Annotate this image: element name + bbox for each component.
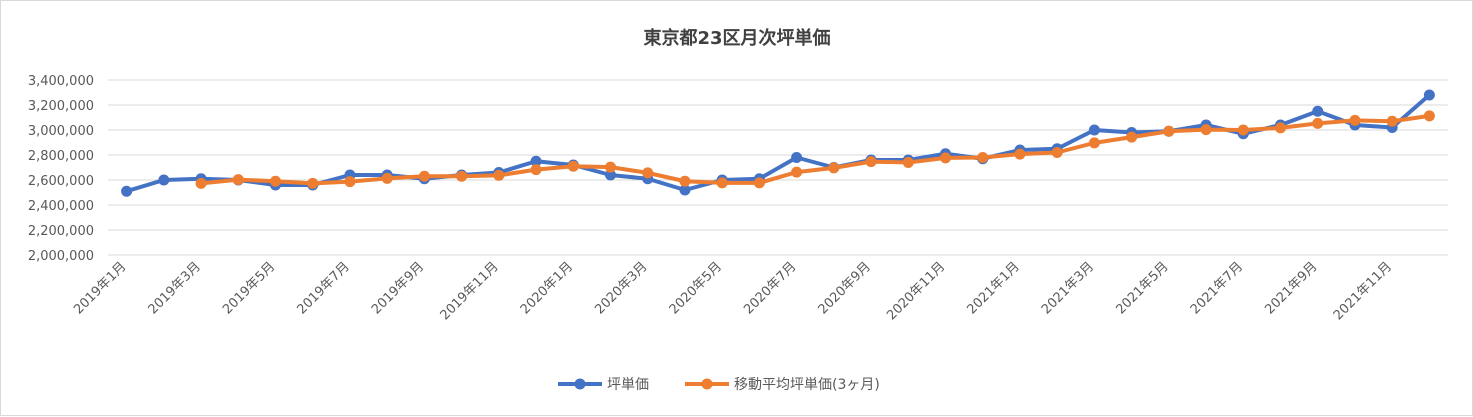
series-line	[126, 93, 1431, 194]
data-point	[1051, 147, 1063, 158]
x-tick-label: 2019年7月	[295, 259, 353, 317]
data-point	[1349, 114, 1361, 126]
x-tick-label: 2021年3月	[1039, 259, 1097, 317]
data-point	[530, 164, 542, 176]
x-tick-label: 2019年3月	[146, 259, 204, 317]
data-point	[1014, 148, 1026, 160]
x-tick-label: 2021年9月	[1262, 259, 1320, 317]
y-tick-label: 3,200,000	[28, 99, 94, 114]
y-axis-ticks: 2,000,000 2,200,000 2,400,000 2,600,000 2,80…	[28, 74, 94, 264]
x-tick-label: 2019年11月	[438, 259, 502, 323]
legend-label: 坪単価	[607, 377, 649, 393]
data-point	[1423, 89, 1435, 101]
y-tick-label: 2,600,000	[28, 174, 94, 189]
series-line	[200, 113, 1430, 186]
legend-label: 移動平均坪単価(3ヶ月)	[734, 377, 880, 393]
data-point	[605, 169, 616, 181]
data-point	[679, 175, 691, 187]
x-tick-label: 2021年5月	[1113, 259, 1171, 317]
data-point	[307, 177, 319, 189]
data-point	[418, 170, 430, 182]
data-point	[1200, 124, 1212, 136]
data-point	[753, 177, 765, 189]
series-1	[121, 89, 1435, 197]
y-tick-label: 2,200,000	[28, 224, 94, 239]
data-point	[1163, 125, 1175, 137]
x-tick-label: 2019年5月	[220, 259, 278, 317]
data-point	[456, 170, 468, 182]
legend-item-series-1[interactable]: 坪単価	[558, 377, 649, 393]
data-point	[195, 177, 207, 189]
data-point	[381, 172, 393, 184]
data-point	[567, 160, 579, 172]
data-point	[530, 155, 542, 167]
data-point	[716, 177, 728, 189]
x-tick-label: 2019年1月	[71, 259, 129, 317]
data-point	[1312, 105, 1324, 117]
data-point	[1386, 115, 1398, 127]
series-layer	[121, 89, 1435, 197]
x-tick-label: 2019年9月	[369, 259, 427, 317]
data-point	[828, 162, 840, 174]
x-tick-label: 2020年9月	[816, 259, 874, 317]
data-point	[1275, 122, 1286, 134]
y-tick-label: 2,000,000	[28, 249, 94, 264]
legend-item-series-2[interactable]: 移動平均坪単価(3ヶ月)	[685, 377, 880, 393]
data-point	[791, 166, 803, 178]
data-point	[121, 185, 133, 197]
data-point	[493, 169, 505, 181]
data-point	[679, 184, 691, 196]
x-tick-label: 2020年3月	[592, 259, 650, 317]
data-point	[1237, 124, 1249, 136]
data-point	[977, 152, 989, 163]
data-point	[270, 175, 281, 187]
data-point	[1088, 137, 1100, 149]
x-tick-label: 2021年1月	[965, 259, 1023, 317]
data-point	[940, 152, 951, 164]
data-point	[902, 157, 914, 168]
data-point	[344, 176, 356, 188]
x-tick-label: 2020年11月	[884, 259, 948, 323]
y-tick-label: 3,000,000	[28, 124, 94, 139]
x-tick-label: 2020年7月	[741, 259, 799, 317]
data-point	[605, 161, 616, 173]
x-tick-label: 2021年11月	[1331, 259, 1395, 323]
x-axis-ticks: 2019年1月 2019年3月 2019年5月 2019年7月 2019年9月 2019年…	[71, 259, 1395, 323]
data-point	[865, 156, 877, 168]
x-tick-label: 2020年5月	[667, 259, 725, 317]
data-point	[1312, 117, 1324, 129]
series-2	[195, 110, 1435, 189]
y-tick-label: 3,400,000	[28, 74, 94, 89]
legend: 坪単価 移動平均坪単価(3ヶ月)	[558, 377, 880, 393]
y-tick-label: 2,400,000	[28, 199, 94, 214]
data-point	[1423, 110, 1435, 122]
data-point	[1088, 124, 1100, 136]
chart-title: 東京都23区月次坪単価	[643, 27, 830, 49]
x-tick-label: 2021年7月	[1188, 259, 1246, 317]
data-point	[158, 174, 170, 186]
data-point	[1126, 131, 1138, 143]
legend-swatch-marker	[574, 378, 586, 390]
y-tick-label: 2,800,000	[28, 149, 94, 164]
data-point	[642, 167, 654, 179]
x-tick-label: 2020年1月	[518, 259, 576, 317]
legend-swatch-marker	[701, 378, 713, 390]
data-point	[791, 152, 803, 163]
data-point	[232, 174, 244, 186]
